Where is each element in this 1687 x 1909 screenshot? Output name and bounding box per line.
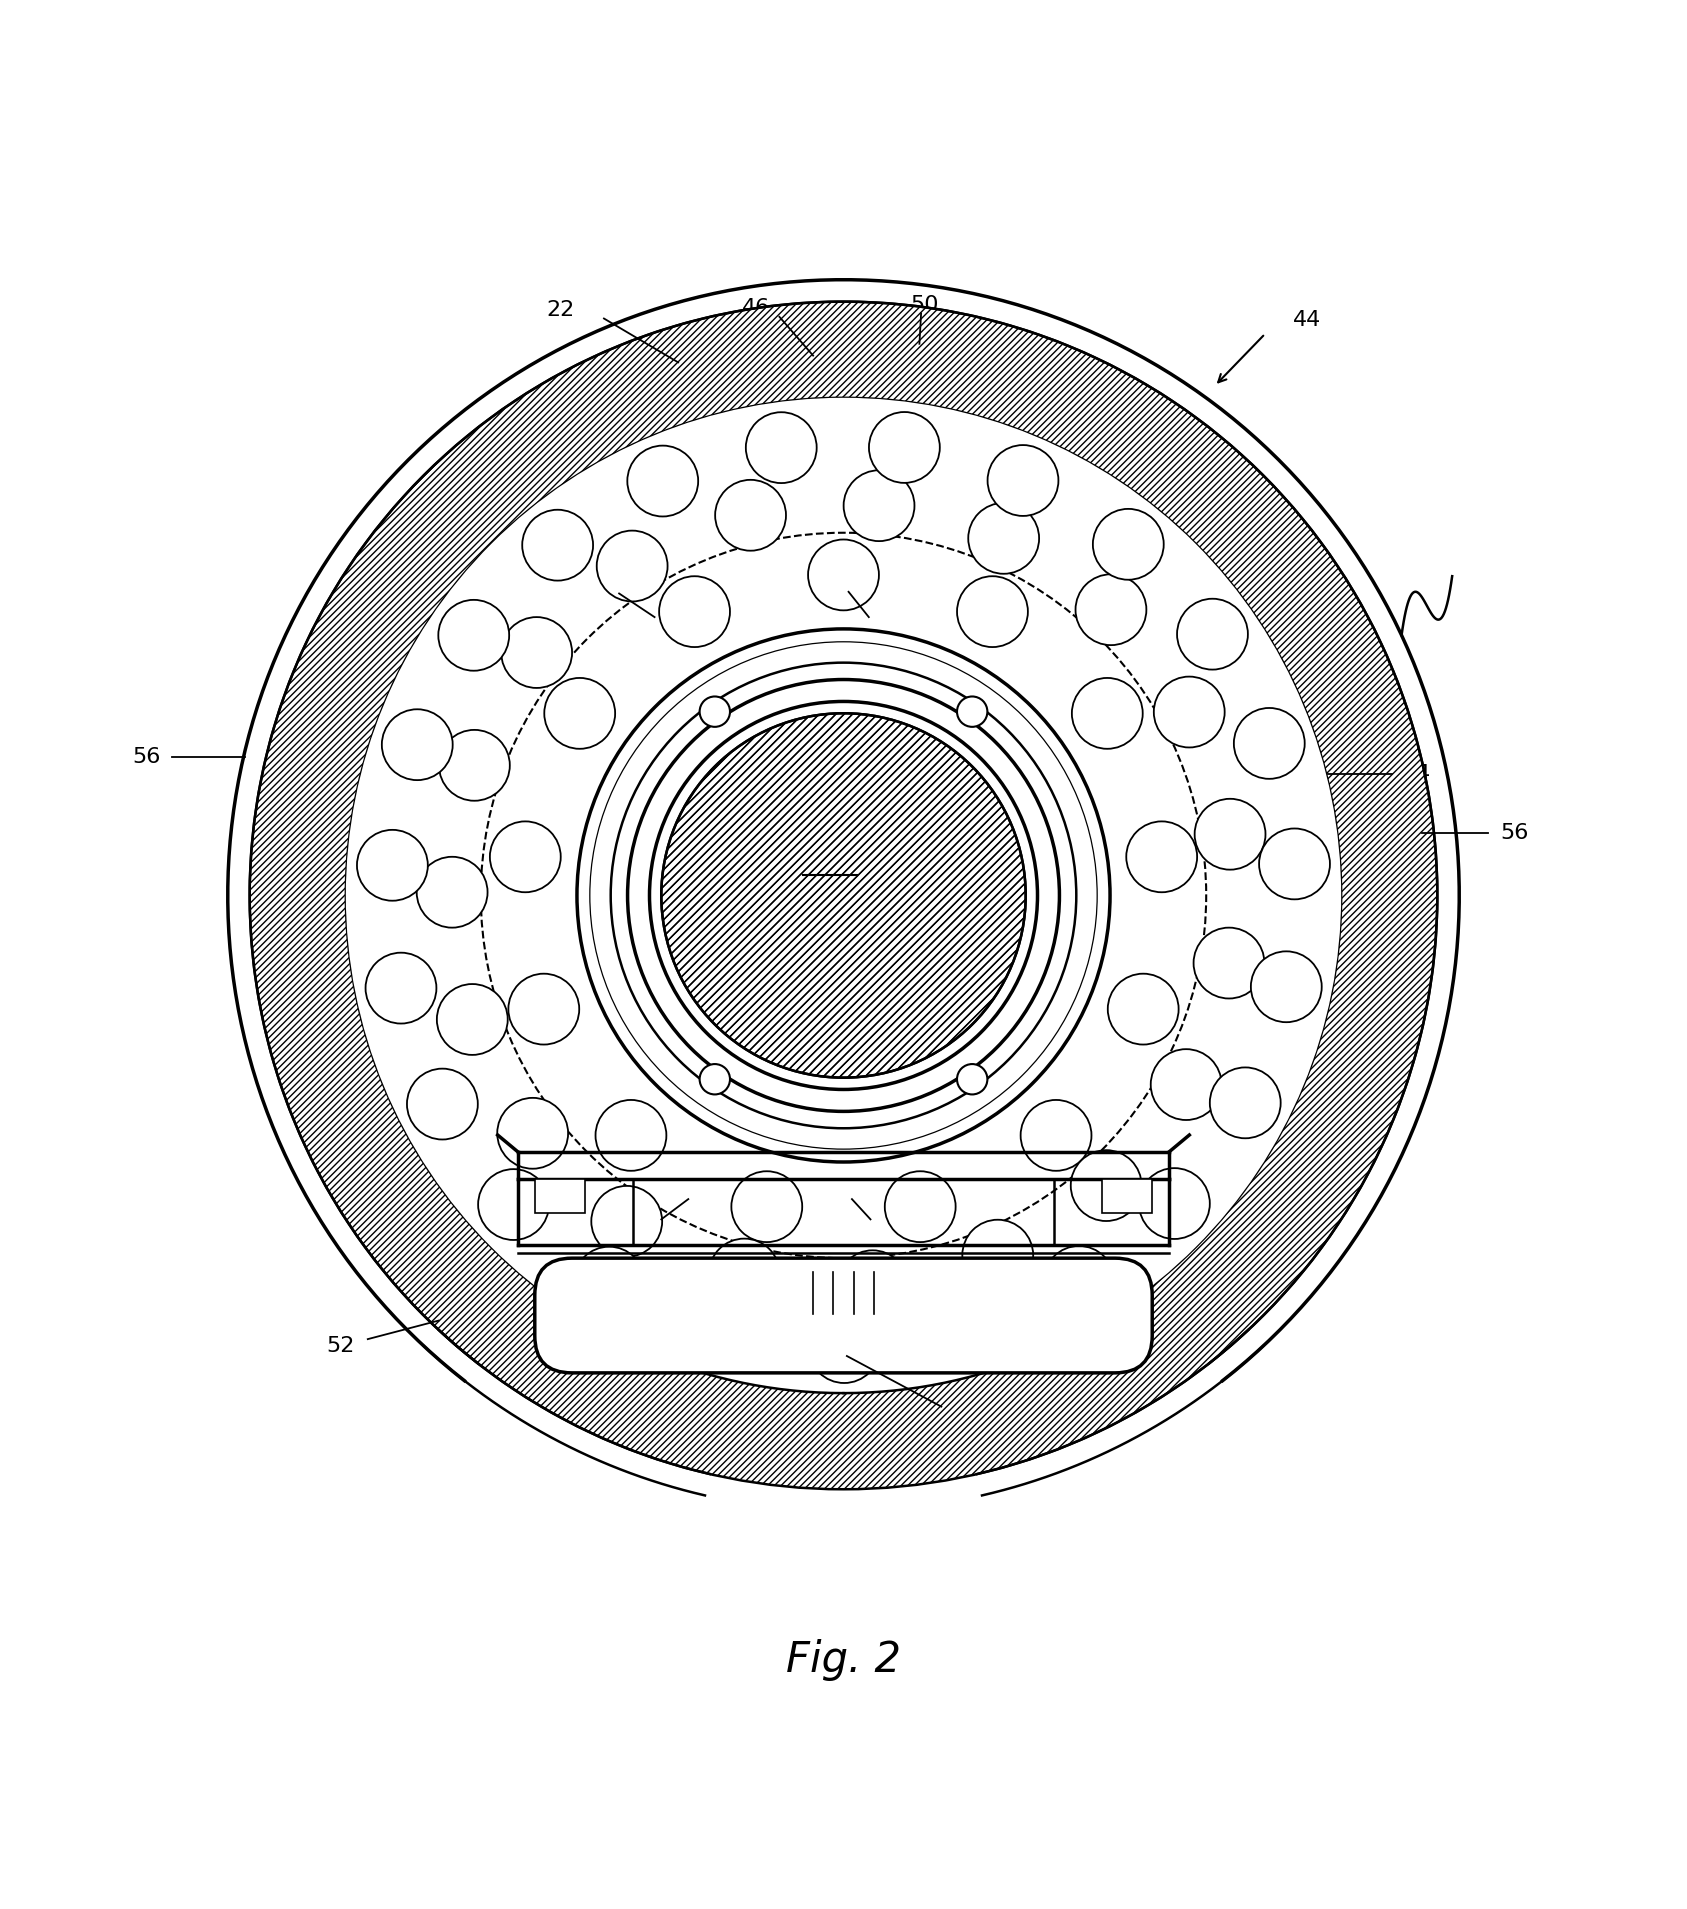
Circle shape: [574, 1247, 644, 1317]
Circle shape: [346, 397, 1341, 1394]
Text: 44: 44: [1294, 309, 1321, 330]
Circle shape: [1108, 974, 1179, 1044]
Circle shape: [808, 1311, 879, 1382]
Text: 22: 22: [547, 300, 574, 321]
Circle shape: [1021, 1100, 1091, 1170]
Circle shape: [1178, 599, 1248, 670]
Circle shape: [957, 697, 987, 727]
Circle shape: [649, 701, 1038, 1090]
Circle shape: [1250, 951, 1321, 1021]
Circle shape: [808, 540, 879, 611]
Circle shape: [477, 1168, 548, 1241]
Text: Fig. 2: Fig. 2: [786, 1638, 901, 1680]
Text: 24: 24: [953, 1409, 980, 1428]
Circle shape: [508, 974, 579, 1044]
Circle shape: [660, 577, 730, 647]
Circle shape: [1259, 829, 1329, 899]
Circle shape: [1194, 798, 1265, 871]
Text: 48: 48: [624, 1224, 651, 1243]
Circle shape: [1233, 708, 1304, 779]
Text: 52: 52: [327, 1336, 354, 1355]
Circle shape: [489, 821, 560, 892]
Circle shape: [1154, 676, 1225, 748]
Text: 54: 54: [813, 573, 840, 594]
Circle shape: [957, 577, 1027, 647]
Circle shape: [1151, 1050, 1221, 1121]
Text: 14: 14: [1404, 764, 1431, 785]
Circle shape: [962, 1220, 1032, 1290]
Circle shape: [746, 412, 817, 483]
Text: 36: 36: [580, 573, 607, 594]
Text: 38: 38: [876, 1224, 903, 1243]
FancyBboxPatch shape: [535, 1258, 1152, 1373]
Circle shape: [1127, 821, 1198, 892]
Circle shape: [346, 397, 1341, 1394]
Text: 56: 56: [133, 746, 160, 767]
Circle shape: [1210, 1067, 1280, 1138]
Circle shape: [439, 729, 509, 800]
Circle shape: [523, 510, 594, 580]
Circle shape: [1139, 1168, 1210, 1239]
Circle shape: [417, 857, 488, 928]
Circle shape: [1194, 928, 1265, 998]
Circle shape: [1071, 1149, 1142, 1222]
Circle shape: [592, 1185, 663, 1256]
Bar: [1102, 1180, 1152, 1212]
Circle shape: [381, 710, 452, 781]
Circle shape: [597, 531, 668, 601]
Circle shape: [358, 830, 428, 901]
Circle shape: [1071, 678, 1142, 748]
Circle shape: [687, 1296, 757, 1367]
Circle shape: [590, 643, 1097, 1149]
Circle shape: [407, 1069, 477, 1140]
Circle shape: [628, 445, 698, 517]
Circle shape: [732, 1172, 803, 1243]
Circle shape: [366, 953, 437, 1023]
Circle shape: [837, 1250, 908, 1321]
Text: 42: 42: [817, 848, 844, 867]
Circle shape: [709, 1239, 779, 1310]
Text: 46: 46: [742, 298, 769, 319]
Circle shape: [1093, 510, 1164, 580]
Circle shape: [987, 445, 1058, 515]
Circle shape: [628, 680, 1059, 1111]
Circle shape: [250, 302, 1437, 1489]
Circle shape: [501, 617, 572, 687]
Circle shape: [1044, 1247, 1115, 1317]
Circle shape: [545, 678, 616, 748]
Circle shape: [498, 1098, 569, 1168]
Circle shape: [884, 1172, 955, 1243]
Circle shape: [700, 697, 730, 727]
Bar: [535, 1180, 585, 1212]
Circle shape: [968, 502, 1039, 575]
Circle shape: [437, 983, 508, 1056]
Circle shape: [715, 479, 786, 550]
Circle shape: [1076, 575, 1147, 645]
Circle shape: [596, 1100, 666, 1170]
Circle shape: [957, 1063, 987, 1094]
Circle shape: [931, 1294, 1002, 1367]
Text: 56: 56: [1501, 823, 1528, 844]
Circle shape: [439, 599, 509, 670]
Circle shape: [844, 470, 914, 540]
Circle shape: [700, 1063, 730, 1094]
Circle shape: [869, 412, 940, 483]
Text: 50: 50: [911, 296, 938, 315]
Circle shape: [661, 714, 1026, 1079]
